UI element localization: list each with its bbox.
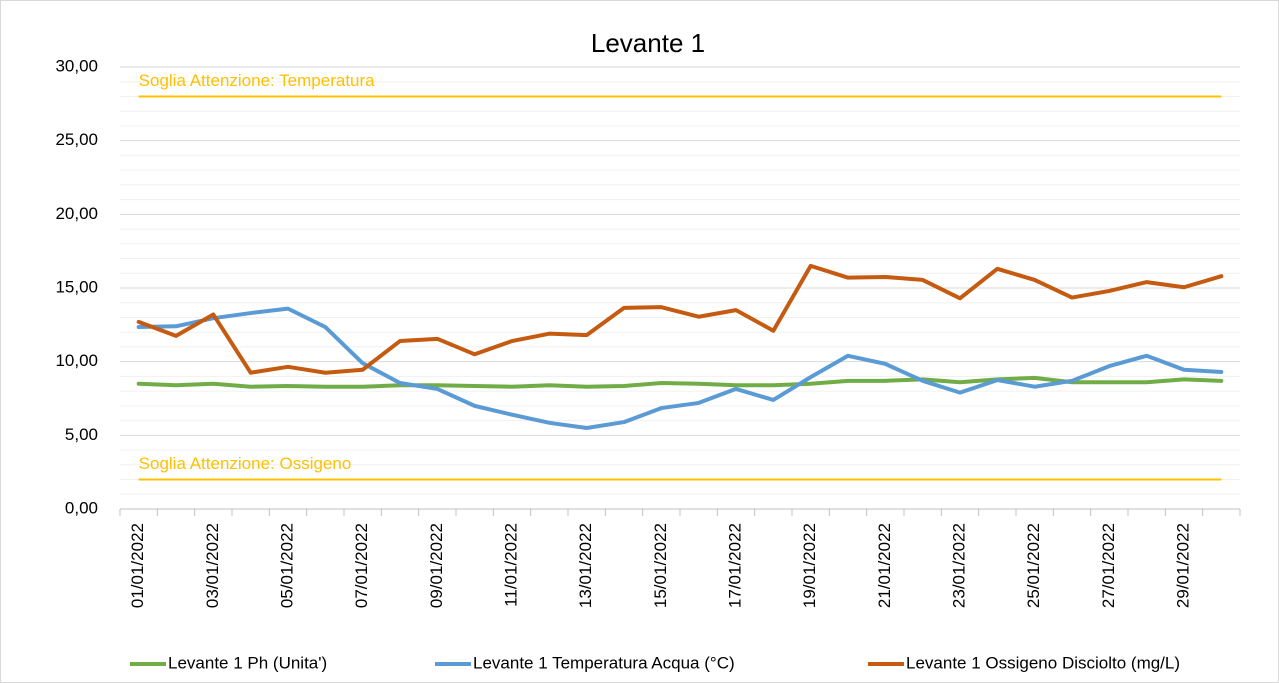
y-tick-label: 5,00 — [65, 425, 98, 444]
chart-title: Levante 1 — [591, 28, 705, 58]
x-tick-label: 11/01/2022 — [501, 523, 520, 607]
x-tick-label: 29/01/2022 — [1173, 523, 1192, 608]
threshold-label: Soglia Attenzione: Temperatura — [139, 71, 375, 90]
x-tick-label: 07/01/2022 — [352, 523, 371, 608]
y-tick-label: 25,00 — [55, 130, 98, 149]
legend-label: Levante 1 Ossigeno Disciolto (mg/L) — [906, 653, 1180, 672]
x-tick-label: 21/01/2022 — [875, 523, 894, 608]
y-tick-label: 0,00 — [65, 498, 98, 517]
x-tick-label: 03/01/2022 — [203, 523, 222, 608]
legend-label: Levante 1 Ph (Unita') — [168, 653, 327, 672]
x-tick-label: 05/01/2022 — [277, 523, 296, 608]
y-tick-label: 15,00 — [55, 277, 98, 296]
y-tick-label: 20,00 — [55, 204, 98, 223]
x-tick-label: 23/01/2022 — [949, 523, 968, 608]
x-tick-label: 01/01/2022 — [128, 523, 147, 608]
series-line — [136, 306, 1224, 430]
series-line — [136, 263, 1224, 375]
x-tick-label: 15/01/2022 — [651, 523, 670, 608]
x-tick-label: 25/01/2022 — [1024, 523, 1043, 608]
series-line — [136, 375, 1224, 389]
y-tick-label: 30,00 — [55, 56, 98, 75]
x-tick-label: 17/01/2022 — [725, 523, 744, 608]
y-tick-label: 10,00 — [55, 351, 98, 370]
x-tick-label: 13/01/2022 — [576, 523, 595, 608]
threshold-label: Soglia Attenzione: Ossigeno — [139, 454, 352, 473]
x-tick-label: 09/01/2022 — [427, 523, 446, 608]
legend-label: Levante 1 Temperatura Acqua (°C) — [473, 653, 735, 672]
x-tick-label: 19/01/2022 — [800, 523, 819, 608]
x-tick-label: 27/01/2022 — [1099, 523, 1118, 608]
